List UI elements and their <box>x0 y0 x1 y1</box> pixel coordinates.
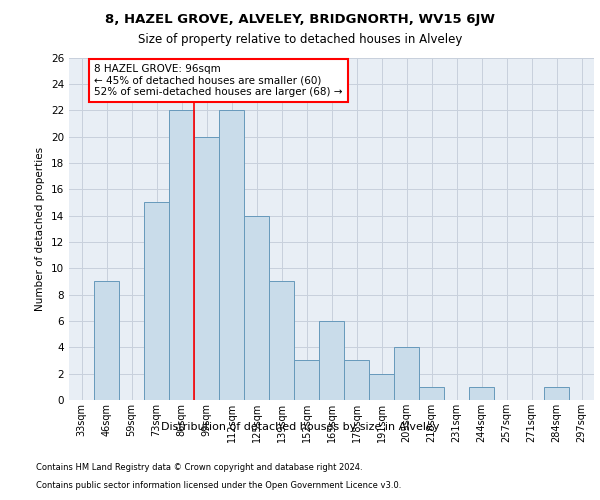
Bar <box>544 387 569 400</box>
Text: Contains public sector information licensed under the Open Government Licence v3: Contains public sector information licen… <box>36 481 401 490</box>
Bar <box>294 360 319 400</box>
Bar <box>469 387 494 400</box>
Bar <box>94 282 119 400</box>
Text: 8 HAZEL GROVE: 96sqm
← 45% of detached houses are smaller (60)
52% of semi-detac: 8 HAZEL GROVE: 96sqm ← 45% of detached h… <box>94 64 343 98</box>
Text: Distribution of detached houses by size in Alveley: Distribution of detached houses by size … <box>161 422 439 432</box>
Bar <box>194 136 219 400</box>
Bar <box>169 110 194 400</box>
Text: 8, HAZEL GROVE, ALVELEY, BRIDGNORTH, WV15 6JW: 8, HAZEL GROVE, ALVELEY, BRIDGNORTH, WV1… <box>105 12 495 26</box>
Bar <box>144 202 169 400</box>
Bar <box>369 374 394 400</box>
Bar <box>394 348 419 400</box>
Bar <box>319 321 344 400</box>
Text: Contains HM Land Registry data © Crown copyright and database right 2024.: Contains HM Land Registry data © Crown c… <box>36 462 362 471</box>
Y-axis label: Number of detached properties: Number of detached properties <box>35 146 46 311</box>
Bar <box>419 387 444 400</box>
Bar <box>219 110 244 400</box>
Bar <box>269 282 294 400</box>
Bar <box>244 216 269 400</box>
Text: Size of property relative to detached houses in Alveley: Size of property relative to detached ho… <box>138 32 462 46</box>
Bar <box>344 360 369 400</box>
